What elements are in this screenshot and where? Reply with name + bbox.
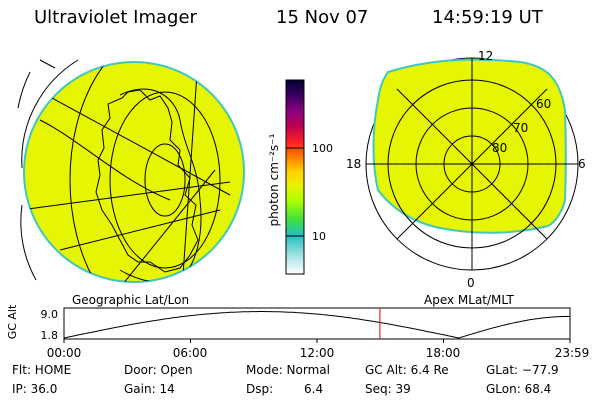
altitude-xtick-2359: 23:59	[555, 346, 590, 360]
status-glat: GLat: −77.9	[486, 363, 559, 377]
status-dsp-value: 6.4	[304, 382, 323, 396]
mlt-label-0: 0	[467, 276, 475, 290]
mlat-label-60: 60	[536, 97, 551, 111]
colorbar: 100 10 photon cm⁻²s⁻¹	[267, 79, 333, 275]
status-door: Door: Open	[124, 363, 193, 377]
mlat-mlt-grid	[366, 58, 578, 270]
altitude-curve	[63, 311, 570, 339]
colorbar-tick-100: 100	[312, 142, 333, 155]
altitude-ytick-high: 9.0	[41, 308, 59, 321]
status-mode: Mode: Normal	[246, 363, 330, 377]
apex-caption: Apex MLat/MLT	[424, 293, 514, 307]
header-date: 15 Nov 07	[276, 7, 368, 28]
mlat-label-70: 70	[513, 121, 528, 135]
colorbar-scale	[285, 79, 305, 275]
altitude-plot: GC Alt 9.0 1.8 00:00 06:00 12:00 18:00 2…	[6, 304, 589, 360]
geographic-caption: Geographic Lat/Lon	[72, 293, 189, 307]
altitude-xtick-1800: 18:00	[426, 346, 461, 360]
mlat-label-80: 80	[492, 141, 507, 155]
status-gc-altitude: GC Alt: 6.4 Re	[365, 363, 449, 377]
status-ip: IP: 36.0	[12, 382, 57, 396]
geographic-image-panel	[17, 59, 245, 283]
app-title: Ultraviolet Imager	[34, 7, 198, 28]
magnetic-polar-panel: 12 0 18 6 60 70 80	[346, 49, 586, 290]
altitude-xtick-0000: 00:00	[47, 346, 82, 360]
altitude-ylabel: GC Alt	[6, 304, 19, 339]
status-dsp-label: Dsp:	[246, 382, 273, 396]
aurora-oval-fill	[372, 58, 567, 234]
mlt-label-18: 18	[346, 157, 361, 171]
altitude-ytick-low: 1.8	[41, 329, 59, 342]
status-glon: GLon: 68.4	[486, 382, 551, 396]
status-gain: Gain: 14	[124, 382, 175, 396]
altitude-xtick-0600: 06:00	[173, 346, 208, 360]
colorbar-tick-10: 10	[312, 230, 326, 243]
status-sequence: Seq: 39	[365, 382, 411, 396]
mlt-label-6: 6	[578, 157, 586, 171]
altitude-xtick-1200: 12:00	[300, 346, 335, 360]
status-block: Flt: HOME Door: Open Mode: Normal GC Alt…	[12, 363, 559, 396]
colorbar-unit-label: photon cm⁻²s⁻¹	[267, 133, 281, 226]
mlt-label-12: 12	[478, 49, 493, 63]
earth-disk	[23, 61, 245, 283]
status-flight: Flt: HOME	[12, 363, 71, 377]
header-time: 14:59:19 UT	[432, 7, 544, 28]
